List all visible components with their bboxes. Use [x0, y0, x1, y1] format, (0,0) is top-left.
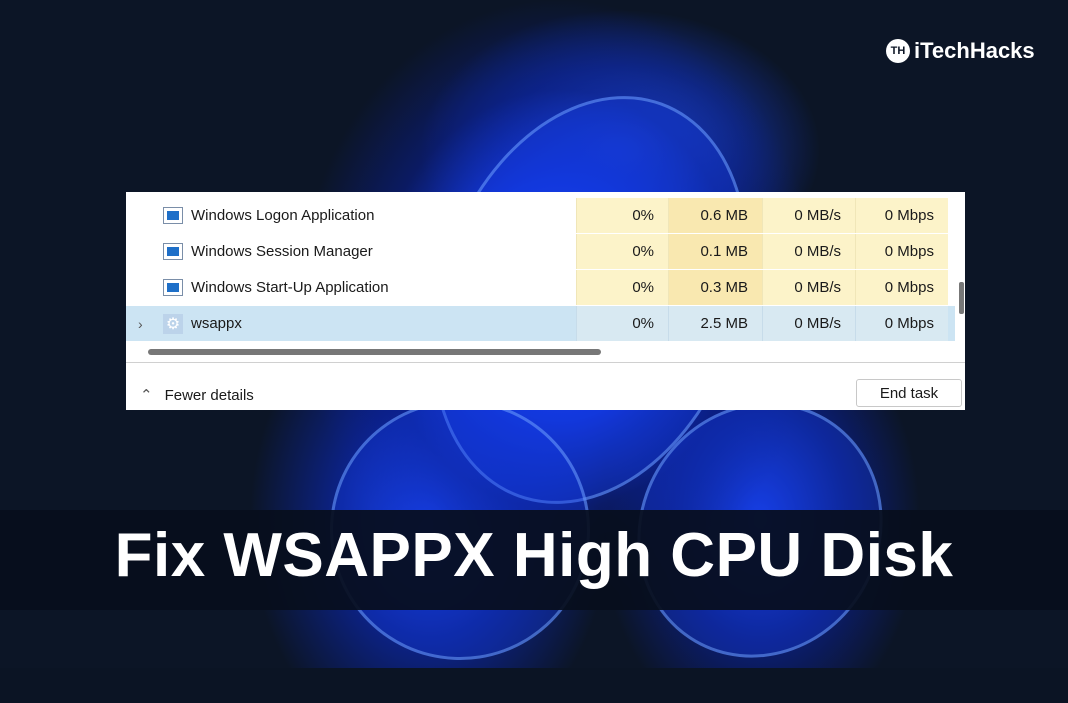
chevron-up-icon: ⌃ [140, 387, 153, 404]
end-task-button[interactable]: End task [856, 379, 962, 407]
process-row[interactable]: Windows Start-Up Application 0% 0.3 MB 0… [126, 270, 955, 305]
network-cell: 0 Mbps [855, 198, 948, 233]
brand-logo: TH iTechHacks [886, 38, 1035, 64]
headline-banner [0, 510, 1068, 610]
process-row[interactable]: Windows Logon Application 0% 0.6 MB 0 MB… [126, 198, 955, 233]
disk-cell: 0 MB/s [762, 198, 855, 233]
disk-cell: 0 MB/s [762, 306, 855, 341]
brand-mark-icon: TH [886, 39, 910, 63]
chevron-right-icon[interactable]: › [138, 315, 143, 332]
network-cell: 0 Mbps [855, 306, 948, 341]
task-manager-panel: Windows Logon Application 0% 0.6 MB 0 MB… [126, 192, 965, 410]
divider [126, 362, 965, 363]
memory-cell: 0.3 MB [668, 270, 762, 305]
brand-name: iTechHacks [914, 38, 1035, 63]
fewer-details-label: Fewer details [164, 386, 254, 404]
cpu-cell: 0% [576, 234, 668, 269]
network-cell: 0 Mbps [855, 270, 948, 305]
disk-cell: 0 MB/s [762, 270, 855, 305]
memory-cell: 0.6 MB [668, 198, 762, 233]
memory-cell: 2.5 MB [668, 306, 762, 341]
window-icon [163, 207, 183, 224]
network-cell: 0 Mbps [855, 234, 948, 269]
gear-icon: ⚙ [163, 313, 183, 334]
fewer-details-button[interactable]: ⌃ Fewer details [140, 386, 254, 405]
vertical-scrollbar[interactable] [959, 282, 964, 314]
cpu-cell: 0% [576, 270, 668, 305]
headline: Fix WSAPPX High CPU Disk [114, 521, 954, 590]
window-icon [163, 279, 183, 296]
process-name: Windows Logon Application [191, 207, 375, 224]
memory-cell: 0.1 MB [668, 234, 762, 269]
process-name: wsappx [191, 315, 242, 332]
process-row-selected[interactable]: › ⚙ wsappx 0% 2.5 MB 0 MB/s 0 Mbps [126, 306, 955, 341]
process-name: Windows Start-Up Application [191, 279, 389, 296]
process-row[interactable]: Windows Session Manager 0% 0.1 MB 0 MB/s… [126, 234, 955, 269]
cpu-cell: 0% [576, 198, 668, 233]
horizontal-scrollbar[interactable] [148, 349, 601, 355]
cpu-cell: 0% [576, 306, 668, 341]
process-name: Windows Session Manager [191, 243, 373, 260]
disk-cell: 0 MB/s [762, 234, 855, 269]
window-icon [163, 243, 183, 260]
